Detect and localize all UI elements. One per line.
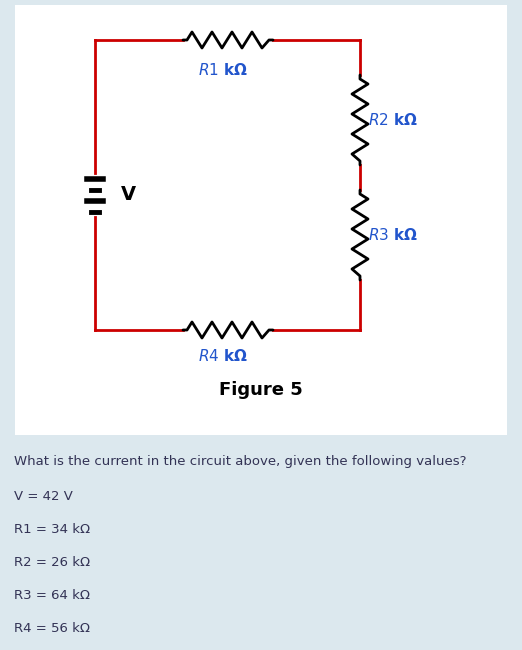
Text: Figure 5: Figure 5 bbox=[219, 381, 303, 399]
Text: $\it{R1}$ $\bf{k\Omega}$: $\it{R1}$ $\bf{k\Omega}$ bbox=[198, 62, 248, 78]
Text: $\it{R2}$ $\bf{k\Omega}$: $\it{R2}$ $\bf{k\Omega}$ bbox=[368, 112, 418, 128]
Text: R4 = 56 kΩ: R4 = 56 kΩ bbox=[14, 622, 90, 635]
Text: $\it{R4}$ $\bf{k\Omega}$: $\it{R4}$ $\bf{k\Omega}$ bbox=[198, 348, 248, 364]
Text: $\bf{V}$: $\bf{V}$ bbox=[120, 185, 137, 205]
Text: What is the current in the circuit above, given the following values?: What is the current in the circuit above… bbox=[14, 455, 467, 468]
Text: R2 = 26 kΩ: R2 = 26 kΩ bbox=[14, 556, 90, 569]
Bar bbox=[15, 5, 507, 435]
Text: V = 42 V: V = 42 V bbox=[14, 490, 73, 503]
Text: R3 = 64 kΩ: R3 = 64 kΩ bbox=[14, 589, 90, 602]
Text: $\it{R3}$ $\bf{k\Omega}$: $\it{R3}$ $\bf{k\Omega}$ bbox=[368, 227, 418, 243]
Text: R1 = 34 kΩ: R1 = 34 kΩ bbox=[14, 523, 90, 536]
